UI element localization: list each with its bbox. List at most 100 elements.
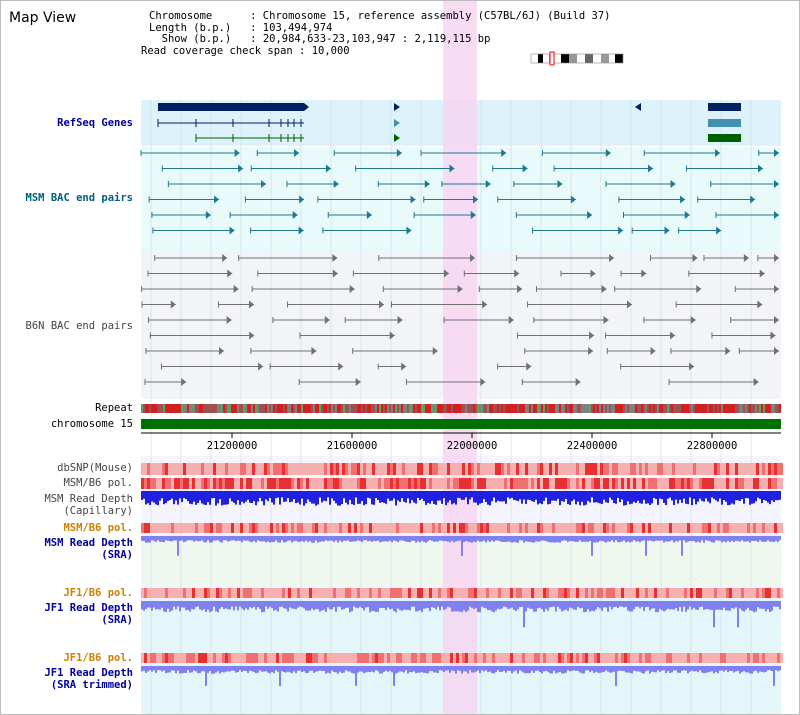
heat-mark bbox=[777, 588, 780, 598]
heat-mark bbox=[579, 463, 582, 475]
heat-mark bbox=[213, 653, 216, 663]
heat-mark bbox=[312, 463, 315, 475]
depth-bar bbox=[301, 536, 303, 542]
depth-bar bbox=[155, 536, 157, 542]
heat-mark bbox=[300, 523, 303, 533]
track-label-dbsnp[interactable]: dbSNP(Mouse) bbox=[57, 462, 133, 474]
depth-bar bbox=[549, 666, 551, 674]
track-label-msm-pol2[interactable]: MSM/B6 pol. bbox=[63, 522, 133, 534]
bac-end-arrow bbox=[233, 285, 239, 293]
depth-bar bbox=[449, 536, 451, 543]
track-label-b6n-bac[interactable]: B6N BAC end pairs bbox=[25, 320, 133, 332]
depth-bar bbox=[359, 666, 361, 672]
heat-mark bbox=[393, 478, 396, 489]
heat-mark bbox=[741, 588, 744, 598]
track-label-msm-pol[interactable]: MSM/B6 pol. bbox=[63, 477, 133, 489]
heat-mark bbox=[339, 523, 342, 533]
depth-bar bbox=[521, 666, 523, 672]
depth-bar bbox=[679, 666, 681, 673]
heat-mark bbox=[564, 523, 567, 533]
depth-bar bbox=[309, 491, 311, 502]
depth-bar bbox=[617, 491, 619, 498]
heat-mark bbox=[264, 523, 267, 533]
heat-mark bbox=[516, 588, 519, 598]
depth-bar bbox=[585, 666, 587, 671]
track-label-msm-bac[interactable]: MSM BAC end pairs bbox=[25, 192, 133, 204]
heat-mark bbox=[510, 588, 513, 598]
heat-mark bbox=[405, 523, 408, 533]
heat-mark bbox=[705, 463, 708, 475]
track-label-msm-depth-sra[interactable]: MSM Read Depth (SRA) bbox=[44, 537, 133, 561]
heat-mark bbox=[576, 588, 579, 598]
bac-end-arrow bbox=[588, 347, 594, 355]
heat-mark bbox=[357, 523, 360, 533]
depth-bar bbox=[543, 536, 545, 541]
repeat-mark bbox=[297, 404, 299, 413]
repeat-mark bbox=[269, 404, 271, 413]
depth-bar bbox=[491, 491, 493, 502]
chromosome-value: : Chromosome 15, reference assembly (C57… bbox=[250, 10, 611, 22]
bac-end-arrow bbox=[218, 347, 224, 355]
heat-mark bbox=[741, 523, 744, 533]
heat-mark bbox=[618, 463, 621, 475]
track-label-jf1-depth[interactable]: JF1 Read Depth (SRA) bbox=[44, 602, 133, 626]
heat-mark bbox=[750, 653, 753, 663]
heat-mark bbox=[528, 463, 531, 475]
depth-bar bbox=[471, 601, 473, 608]
track-label-refseq[interactable]: RefSeq Genes bbox=[57, 117, 133, 129]
track-label-jf1-pol[interactable]: JF1/B6 pol. bbox=[63, 587, 133, 599]
depth-bar bbox=[269, 601, 271, 607]
heat-mark bbox=[438, 523, 441, 533]
depth-bar bbox=[613, 536, 615, 543]
depth-bar bbox=[293, 536, 295, 542]
bac-end-arrow bbox=[410, 195, 416, 204]
depth-bar bbox=[749, 666, 751, 674]
depth-bar bbox=[407, 536, 409, 543]
track-label-jf1-trim[interactable]: JF1 Read Depth (SRA trimmed) bbox=[44, 667, 133, 691]
depth-bar bbox=[205, 536, 207, 543]
depth-bar bbox=[721, 601, 723, 611]
gene-arrow bbox=[635, 103, 641, 111]
track-label-msm-depth-cap[interactable]: MSM Read Depth (Capillary) bbox=[44, 493, 133, 517]
heat-mark bbox=[585, 478, 588, 489]
depth-bar bbox=[427, 601, 429, 609]
depth-bar bbox=[669, 601, 671, 610]
heat-mark bbox=[492, 588, 495, 598]
depth-bar bbox=[501, 536, 503, 543]
depth-bar bbox=[379, 666, 381, 674]
depth-bar bbox=[731, 666, 733, 671]
heat-mark bbox=[510, 523, 513, 533]
depth-bar bbox=[403, 666, 405, 673]
heat-mark bbox=[753, 523, 756, 533]
heat-mark bbox=[735, 653, 738, 663]
heat-mark bbox=[432, 478, 435, 489]
depth-bar bbox=[381, 666, 383, 674]
heat-mark bbox=[378, 653, 381, 663]
heat-mark bbox=[684, 588, 687, 598]
heat-mark bbox=[351, 523, 354, 533]
depth-bar bbox=[155, 666, 157, 673]
heat-mark bbox=[165, 463, 168, 475]
track-label-repeat[interactable]: Repeat bbox=[95, 402, 133, 414]
depth-bar bbox=[629, 666, 631, 673]
depth-bar bbox=[419, 601, 421, 611]
depth-bar bbox=[467, 666, 469, 674]
repeat-mark bbox=[359, 404, 361, 413]
heat-mark bbox=[306, 463, 309, 475]
depth-bar bbox=[227, 666, 229, 672]
track-label-jf1-pol2[interactable]: JF1/B6 pol. bbox=[63, 652, 133, 664]
depth-bar bbox=[695, 601, 697, 610]
bac-end-arrow bbox=[325, 164, 331, 173]
heat-mark bbox=[642, 478, 645, 489]
heat-mark bbox=[756, 478, 759, 489]
depth-bar bbox=[663, 536, 665, 543]
heat-mark bbox=[465, 653, 468, 663]
heat-mark bbox=[408, 478, 411, 489]
depth-bar bbox=[689, 601, 691, 607]
heat-mark bbox=[393, 523, 396, 533]
depth-bar bbox=[203, 491, 205, 505]
heat-mark bbox=[726, 463, 729, 475]
depth-bar bbox=[619, 491, 621, 503]
depth-bar bbox=[349, 666, 351, 672]
